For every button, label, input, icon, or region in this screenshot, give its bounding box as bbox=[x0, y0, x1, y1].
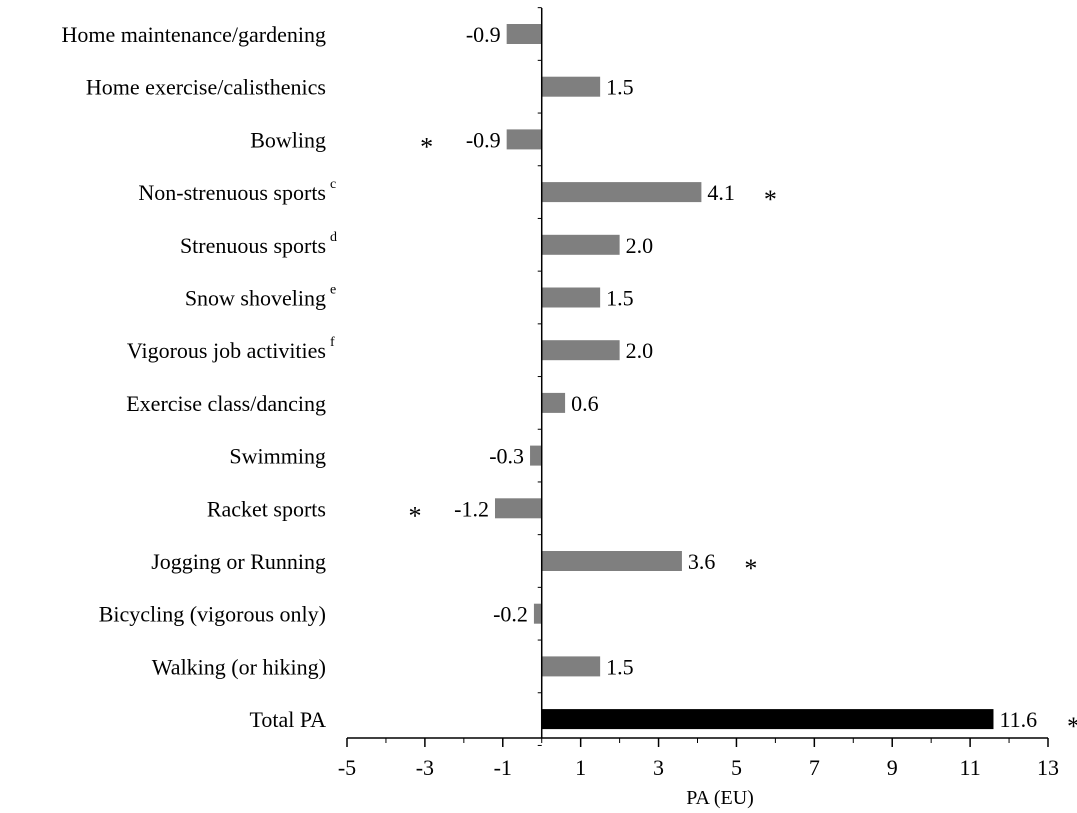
value-label: 1.5 bbox=[606, 75, 634, 100]
category-label: Snow shoveling bbox=[185, 286, 326, 311]
axes-layer: -5 -3 -1 1 3 5 7 9 11 13 bbox=[338, 7, 1059, 780]
bar bbox=[506, 129, 542, 150]
category-label: Swimming bbox=[229, 444, 326, 469]
value-label: -0.3 bbox=[489, 444, 524, 469]
category-footnote: f bbox=[330, 335, 335, 350]
category-label: Racket sports bbox=[207, 496, 326, 521]
x-tick-label: -3 bbox=[416, 755, 434, 780]
bar bbox=[533, 603, 542, 624]
value-label: 0.6 bbox=[571, 391, 599, 416]
value-label: -1.2 bbox=[454, 496, 489, 521]
category-label: Bicycling (vigorous only) bbox=[99, 602, 326, 627]
bar bbox=[494, 498, 542, 519]
bar bbox=[541, 76, 601, 97]
bar bbox=[541, 182, 702, 203]
category-label: Walking (or hiking) bbox=[152, 654, 326, 679]
bar bbox=[506, 24, 542, 44]
significance-marker: * bbox=[408, 501, 421, 530]
bar bbox=[541, 287, 601, 308]
category-label: Total PA bbox=[250, 707, 327, 732]
value-label: 11.6 bbox=[999, 707, 1037, 732]
bar bbox=[541, 234, 620, 255]
x-tick-label: 13 bbox=[1037, 755, 1059, 780]
category-footnote: c bbox=[330, 177, 336, 192]
x-tick-label: 5 bbox=[731, 755, 742, 780]
value-label: -0.2 bbox=[493, 602, 528, 627]
category-label: Home exercise/calisthenics bbox=[86, 75, 326, 100]
labels-layer: Home maintenance/gardening -0.9 Home exerc… bbox=[61, 22, 1077, 741]
bar bbox=[541, 551, 682, 571]
value-label: 3.6 bbox=[688, 549, 716, 574]
x-tick-label: 1 bbox=[575, 755, 586, 780]
category-label: Home maintenance/gardening bbox=[61, 22, 326, 47]
bars-layer bbox=[494, 24, 994, 730]
bar bbox=[541, 340, 620, 361]
value-label: 1.5 bbox=[606, 654, 634, 679]
bar bbox=[541, 392, 566, 413]
bar-total bbox=[541, 709, 994, 730]
value-label: -0.9 bbox=[466, 127, 501, 152]
value-label: 2.0 bbox=[626, 233, 654, 258]
x-tick-label: 11 bbox=[960, 755, 981, 780]
x-tick-label: 9 bbox=[887, 755, 898, 780]
category-footnote: e bbox=[330, 283, 336, 298]
significance-marker: * bbox=[1067, 712, 1077, 741]
category-label: Vigorous job activities bbox=[127, 338, 326, 363]
value-label: 4.1 bbox=[707, 180, 735, 205]
x-tick-label: 7 bbox=[809, 755, 820, 780]
category-label: Strenuous sports bbox=[180, 233, 326, 258]
category-label: Non-strenuous sports bbox=[138, 180, 326, 205]
value-label: 1.5 bbox=[606, 286, 634, 311]
significance-marker: * bbox=[744, 554, 757, 583]
x-axis-title: PA (EU) bbox=[686, 787, 754, 809]
x-tick-label: 3 bbox=[653, 755, 664, 780]
significance-marker: * bbox=[420, 132, 433, 161]
bar bbox=[541, 656, 601, 677]
category-label: Bowling bbox=[250, 127, 326, 152]
bar bbox=[530, 445, 542, 466]
significance-marker: * bbox=[764, 185, 777, 214]
value-label: -0.9 bbox=[466, 22, 501, 47]
category-footnote: d bbox=[330, 230, 337, 245]
x-tick-label: -5 bbox=[338, 755, 356, 780]
category-label: Jogging or Running bbox=[151, 549, 326, 574]
value-label: 2.0 bbox=[626, 338, 654, 363]
x-tick-label: -1 bbox=[494, 755, 512, 780]
category-label: Exercise class/dancing bbox=[126, 391, 326, 416]
